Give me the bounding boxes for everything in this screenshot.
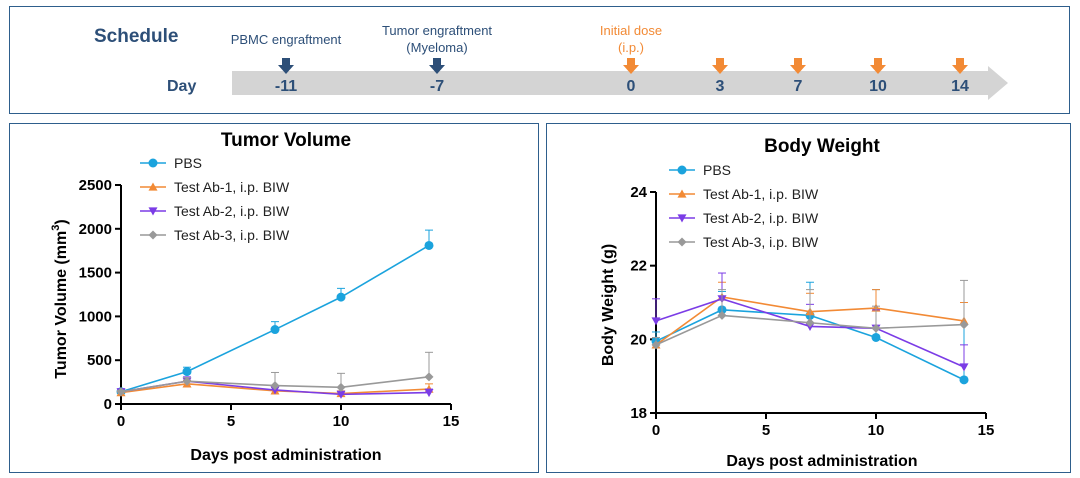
schedule-timeline: Schedule Day PBMC engraftment -11 Tumor en… <box>94 23 1008 100</box>
x-tick-label: 15 <box>978 422 995 439</box>
y-axis-label: Body Weight (g) <box>600 244 617 366</box>
legend-label: Test Ab-2, i.p. BIW <box>174 203 290 219</box>
data-point <box>651 317 661 326</box>
legend-marker <box>148 230 158 240</box>
data-point <box>959 363 969 372</box>
data-point <box>116 387 126 397</box>
y-tick-label: 24 <box>630 184 647 201</box>
legend-label: Test Ab-2, i.p. BIW <box>703 210 819 226</box>
y-axis-label-main: Tumor Volume (mm <box>53 231 70 379</box>
data-point <box>270 381 280 391</box>
x-tick-label: 0 <box>652 422 660 439</box>
data-point <box>336 390 346 399</box>
legend-marker <box>677 189 687 198</box>
legend-marker <box>677 237 687 247</box>
data-point <box>424 389 434 398</box>
down-arrow-icon <box>623 58 639 74</box>
event-sublabel: (i.p.) <box>618 40 644 55</box>
x-tick-label: 10 <box>868 422 885 439</box>
legend-label: PBS <box>174 155 202 171</box>
y-tick-label: 2000 <box>79 221 112 238</box>
event-day: 10 <box>869 78 887 95</box>
event-label: Initial dose <box>600 23 662 38</box>
event-label: Tumor engraftment <box>382 23 492 38</box>
event-day: 14 <box>951 78 969 95</box>
series-1 <box>116 229 434 397</box>
y-axis-label-end: ) <box>53 219 70 224</box>
legend-label: PBS <box>703 162 731 178</box>
data-point <box>959 320 969 330</box>
event-day: -11 <box>275 78 297 95</box>
event-day: 0 <box>627 78 636 95</box>
data-point <box>336 382 346 392</box>
data-point <box>717 310 727 320</box>
tumor-volume-panel: Tumor Volume Days post administration Tu… <box>9 123 539 473</box>
data-point <box>805 318 815 328</box>
series-4 <box>116 351 434 397</box>
y-tick-label: 20 <box>630 331 647 348</box>
y-tick-label: 1000 <box>79 308 112 325</box>
data-point <box>871 332 881 342</box>
x-axis-label: Days post administration <box>190 447 381 464</box>
body-weight-chart: Body Weight Days post administration Bod… <box>600 136 995 470</box>
x-tick-label: 5 <box>762 422 770 439</box>
y-tick-label: 0 <box>104 396 112 413</box>
legend-marker <box>677 165 687 175</box>
event-day: 7 <box>794 78 803 95</box>
x-tick-label: 15 <box>443 413 460 430</box>
data-point <box>182 367 192 377</box>
x-axis-label: Days post administration <box>726 453 917 470</box>
y-tick-label: 18 <box>630 405 647 422</box>
tumor-volume-chart: Tumor Volume Days post administration Tu… <box>50 130 460 464</box>
series-4 <box>651 279 969 350</box>
day-label: Day <box>167 78 196 95</box>
down-arrow-icon <box>870 58 886 74</box>
data-point <box>336 292 346 302</box>
event-label: PBMC engraftment <box>231 32 342 47</box>
legend-marker <box>148 207 158 216</box>
legend-label: Test Ab-3, i.p. BIW <box>174 227 290 243</box>
down-arrow-icon <box>790 58 806 74</box>
legend-marker <box>148 158 158 168</box>
y-tick-label: 22 <box>630 258 647 275</box>
x-tick-label: 0 <box>117 413 125 430</box>
event-day: -7 <box>430 78 444 95</box>
data-point <box>651 340 661 350</box>
data-point <box>182 376 192 386</box>
data-point <box>270 325 280 335</box>
chart-title: Tumor Volume <box>221 130 351 151</box>
chart-title: Body Weight <box>764 136 880 157</box>
down-arrow-icon <box>429 58 445 74</box>
data-point <box>424 372 434 382</box>
timeline-arrow <box>232 66 1008 100</box>
data-point <box>871 323 881 333</box>
data-point <box>270 386 280 395</box>
y-tick-label: 1500 <box>79 265 112 282</box>
legend-marker <box>148 182 158 191</box>
y-axis-label-sup: 3 <box>50 225 62 231</box>
legend-label: Test Ab-3, i.p. BIW <box>703 234 819 250</box>
event-day: 3 <box>716 78 725 95</box>
x-tick-label: 5 <box>227 413 235 430</box>
y-tick-label: 500 <box>87 352 112 369</box>
data-point <box>959 375 969 385</box>
down-arrow-icon <box>952 58 968 74</box>
data-point <box>424 240 434 250</box>
legend-marker <box>677 214 687 223</box>
series-line <box>120 244 430 393</box>
schedule-panel: Schedule Day PBMC engraftment -11 Tumor en… <box>9 6 1070 114</box>
y-tick-label: 2500 <box>79 177 112 194</box>
schedule-title: Schedule <box>94 26 178 47</box>
y-axis-label: Tumor Volume (mm3) <box>50 219 70 378</box>
legend-label: Test Ab-1, i.p. BIW <box>703 186 819 202</box>
body-weight-panel: Body Weight Days post administration Bod… <box>546 123 1071 473</box>
down-arrow-icon <box>712 58 728 74</box>
legend-label: Test Ab-1, i.p. BIW <box>174 179 290 195</box>
down-arrow-icon <box>278 58 294 74</box>
x-tick-label: 10 <box>333 413 350 430</box>
event-sublabel: (Myeloma) <box>406 40 467 55</box>
